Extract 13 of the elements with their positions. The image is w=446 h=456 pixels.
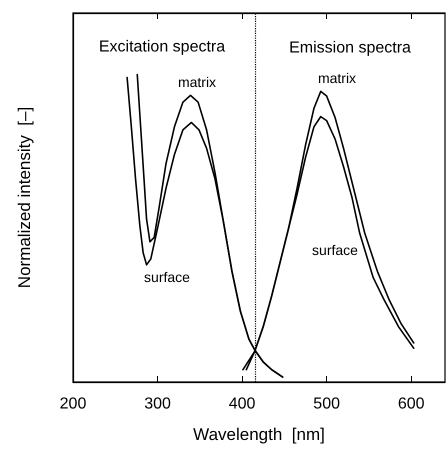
annotation: matrix bbox=[178, 74, 216, 90]
text: Emission spectra bbox=[289, 40, 412, 56]
x-tick-label: 300 bbox=[144, 396, 171, 412]
x-tick-label: 500 bbox=[313, 396, 340, 412]
x-tick-label: 400 bbox=[228, 396, 256, 412]
annotation: surface bbox=[144, 269, 190, 285]
text: Excitation spectra bbox=[98, 38, 226, 56]
annotation: matrix bbox=[318, 70, 356, 86]
x-tick-label: 200 bbox=[60, 396, 86, 412]
x-tick-label: 600 bbox=[398, 396, 425, 412]
annotation: surface bbox=[312, 242, 358, 258]
x-axis-title: Wavelength [nm] bbox=[193, 425, 325, 444]
y-axis-title: Normalized intensity [–] bbox=[15, 106, 34, 288]
